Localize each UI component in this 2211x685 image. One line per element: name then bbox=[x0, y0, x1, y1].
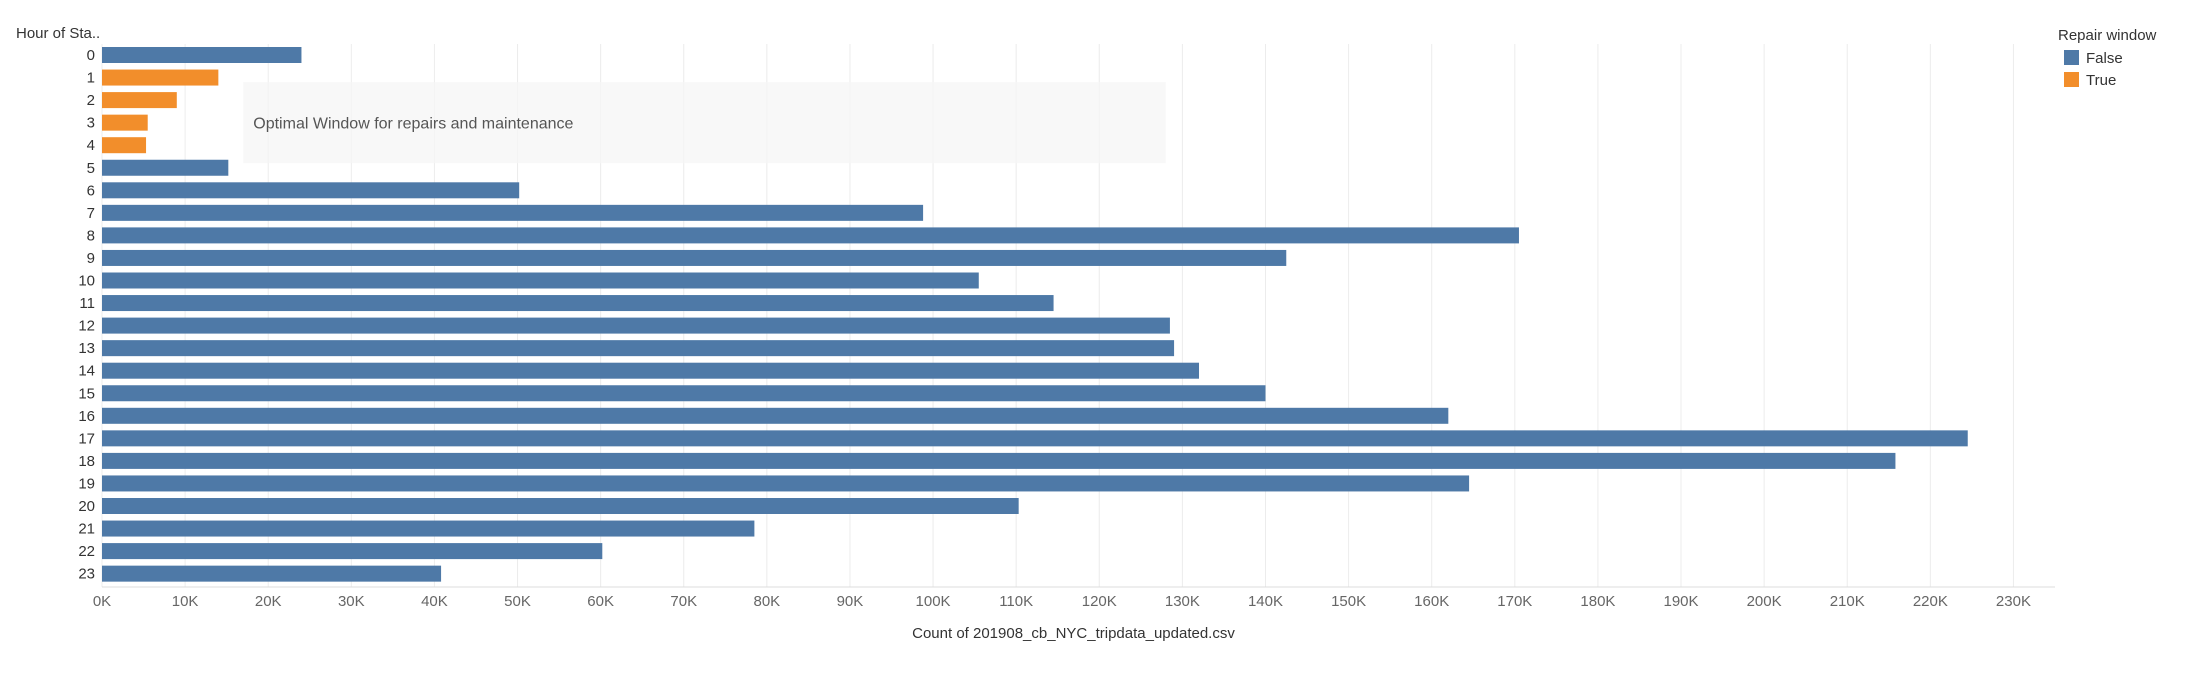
x-tick-label: 60K bbox=[587, 593, 614, 610]
x-tick-label: 40K bbox=[421, 593, 448, 610]
y-category-label: 16 bbox=[78, 408, 95, 425]
x-tick-label: 220K bbox=[1913, 593, 1948, 610]
y-category-label: 2 bbox=[87, 92, 95, 109]
bar-hour-7 bbox=[102, 204, 924, 221]
x-tick-label: 230K bbox=[1996, 593, 2031, 610]
legend-items: False True bbox=[2064, 50, 2123, 89]
bar-hour-22 bbox=[102, 543, 603, 560]
y-category-label: 21 bbox=[78, 521, 95, 538]
y-category-label: 10 bbox=[78, 273, 95, 290]
x-tick-label: 110K bbox=[999, 593, 1033, 610]
bar-hour-13 bbox=[102, 340, 1175, 357]
x-tick-label: 210K bbox=[1830, 593, 1865, 610]
annotation-box bbox=[243, 82, 1166, 164]
bar-hour-4 bbox=[102, 137, 147, 154]
y-category-label: 19 bbox=[78, 475, 95, 492]
x-tick-label: 90K bbox=[837, 593, 864, 610]
y-category-label: 7 bbox=[87, 205, 95, 222]
y-category-label: 14 bbox=[78, 363, 95, 380]
bar-hour-16 bbox=[102, 407, 1449, 424]
y-category-label: 23 bbox=[78, 566, 95, 583]
bars bbox=[102, 47, 1968, 582]
x-tick-label: 20K bbox=[255, 593, 282, 610]
bar-hour-6 bbox=[102, 182, 520, 199]
x-tick-label: 200K bbox=[1747, 593, 1782, 610]
x-tick-label: 0K bbox=[93, 593, 111, 610]
bar-hour-19 bbox=[102, 475, 1470, 492]
bar-hour-14 bbox=[102, 362, 1200, 379]
y-category-label: 6 bbox=[87, 182, 95, 199]
bar-hour-18 bbox=[102, 452, 1896, 469]
y-category-label: 18 bbox=[78, 453, 95, 470]
x-tick-label: 170K bbox=[1497, 593, 1532, 610]
bar-hour-21 bbox=[102, 520, 755, 537]
bar-hour-2 bbox=[102, 92, 177, 109]
legend-swatch-false bbox=[2064, 50, 2079, 65]
bar-hour-12 bbox=[102, 317, 1170, 334]
annotation: Optimal Window for repairs and maintenan… bbox=[243, 82, 1166, 164]
x-tick-label: 80K bbox=[753, 593, 780, 610]
y-category-label: 1 bbox=[87, 70, 95, 87]
y-category-label: 12 bbox=[78, 318, 95, 335]
y-category-label: 4 bbox=[87, 137, 95, 154]
x-tick-label: 130K bbox=[1165, 593, 1200, 610]
y-category-label: 15 bbox=[78, 385, 95, 402]
annotation-text: Optimal Window for repairs and maintenan… bbox=[253, 116, 573, 133]
x-tick-label: 140K bbox=[1248, 593, 1283, 610]
bar-hour-17 bbox=[102, 430, 1968, 447]
bar-hour-10 bbox=[102, 272, 979, 289]
x-tick-label: 70K bbox=[670, 593, 697, 610]
y-category-label: 11 bbox=[79, 295, 95, 312]
bar-hour-11 bbox=[102, 295, 1054, 312]
legend-label-false: False bbox=[2086, 50, 2123, 67]
legend-label-true: True bbox=[2086, 72, 2116, 89]
y-category-label: 0 bbox=[87, 47, 95, 64]
bar-hour-3 bbox=[102, 114, 148, 131]
bar-hour-8 bbox=[102, 227, 1519, 244]
y-category-label: 3 bbox=[87, 115, 95, 132]
x-tick-label: 160K bbox=[1414, 593, 1449, 610]
y-category-label: 8 bbox=[87, 227, 95, 244]
x-tick-label: 100K bbox=[916, 593, 951, 610]
x-axis-ticks: 0K 10K 20K 30K 40K 50K 60K 70K 80K 90K 100K 110K 120… bbox=[93, 593, 2031, 610]
y-category-label: 13 bbox=[78, 340, 95, 357]
y-category-label: 9 bbox=[87, 250, 95, 267]
legend-swatch-true bbox=[2064, 72, 2079, 87]
bar-hour-9 bbox=[102, 249, 1287, 266]
bar-hour-23 bbox=[102, 565, 442, 582]
x-tick-label: 150K bbox=[1331, 593, 1366, 610]
bar-hour-5 bbox=[102, 159, 229, 176]
x-tick-label: 120K bbox=[1082, 593, 1117, 610]
x-tick-label: 180K bbox=[1580, 593, 1615, 610]
x-tick-label: 50K bbox=[504, 593, 531, 610]
x-tick-label: 190K bbox=[1663, 593, 1698, 610]
y-category-label: 17 bbox=[78, 430, 95, 447]
bar-hour-15 bbox=[102, 385, 1266, 402]
bar-hour-1 bbox=[102, 69, 219, 86]
x-axis-title: Count of 201908_cb_NYC_tripdata_updated.… bbox=[912, 625, 1235, 642]
bar-hour-0 bbox=[102, 47, 302, 63]
legend-title: Repair window bbox=[2058, 27, 2157, 44]
y-axis-header: Hour of Sta.. bbox=[16, 25, 100, 42]
y-category-label: 20 bbox=[78, 498, 95, 515]
x-tick-label: 10K bbox=[172, 593, 199, 610]
y-category-label: 5 bbox=[87, 160, 95, 177]
y-category-label: 22 bbox=[78, 543, 95, 560]
x-tick-label: 30K bbox=[338, 593, 365, 610]
bar-hour-20 bbox=[102, 498, 1019, 514]
legend: Repair window False True bbox=[2058, 27, 2157, 89]
